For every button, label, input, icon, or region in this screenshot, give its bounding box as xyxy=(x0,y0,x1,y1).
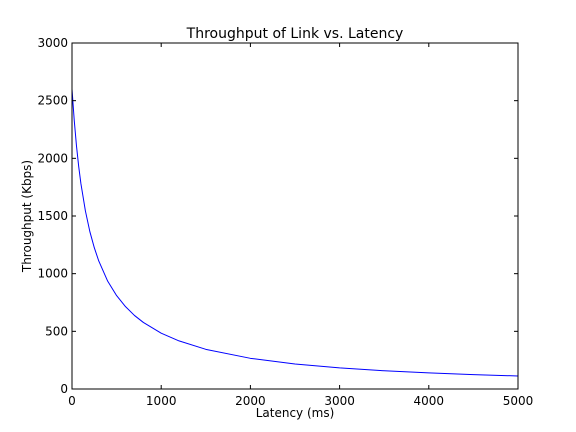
x-tick-label: 4000 xyxy=(414,394,445,408)
y-tick-label: 2000 xyxy=(37,151,68,165)
y-tick-label: 1500 xyxy=(37,209,68,223)
x-tick-label: 2000 xyxy=(235,394,266,408)
y-axis-label: Throughput (Kbps) xyxy=(20,160,34,273)
x-ticks: 0 1000 2000 3000 4000 5000 xyxy=(68,43,533,408)
y-tick-label: 2500 xyxy=(37,94,68,108)
y-tick-label: 3000 xyxy=(37,36,68,50)
y-tick-label: 1000 xyxy=(37,267,68,281)
y-tick-label: 500 xyxy=(45,324,68,338)
x-tick-label: 0 xyxy=(68,394,76,408)
y-ticks: 0 500 1000 1500 2000 2500 3000 xyxy=(37,36,518,396)
chart-title: Throughput of Link vs. Latency xyxy=(186,26,404,42)
plot-lines xyxy=(71,89,519,377)
x-axis-label: Latency (ms) xyxy=(256,406,335,420)
plot-frame xyxy=(71,42,519,390)
x-tick-label: 3000 xyxy=(324,394,355,408)
series-line xyxy=(71,89,519,377)
x-tick-label: 5000 xyxy=(503,394,534,408)
y-tick-label: 0 xyxy=(60,382,68,396)
x-tick-label: 1000 xyxy=(146,394,177,408)
